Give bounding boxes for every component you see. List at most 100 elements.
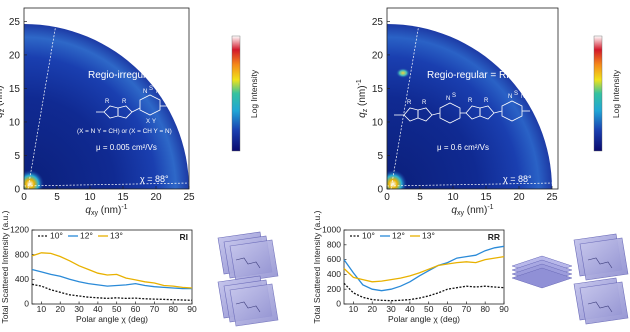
x-tick-label: 25 [546,192,558,203]
y-tick-label: 25 [9,17,21,28]
series-line-13deg [31,252,193,289]
chi-top-rr: χ = 11° [423,12,451,22]
panel-tag-rr: RR [391,12,405,23]
y-tick-label: 0 [14,185,20,196]
x-tick-label: 30 [386,304,396,314]
x-tick-label: 40 [405,304,415,314]
series-line-10deg [31,283,193,301]
svg-text:R: R [484,98,489,104]
chi-bottom-rr: χ = 88° [503,174,532,184]
y-tick-label: 25 [372,17,384,28]
mobility-rr: μ = 0.6 cm²/Vs [437,143,489,152]
y-tick-label: 20 [372,50,384,61]
series-line-13deg [343,255,505,283]
y-tick-label: 10 [9,117,21,128]
y-axis-label: qz (nm)-1 [0,79,6,118]
lamella-schematic-rr [511,233,629,325]
regio-title-ri: Regio-irregular = RI [88,70,176,81]
x-tick-label: 5 [417,192,423,203]
x-tick-label: 10 [349,304,359,314]
origin-spot-rr [387,170,407,189]
y-tick-label: 10 [372,117,384,128]
x-tick-label: 10 [37,304,47,314]
x-tick-label: 50 [112,304,122,314]
x-tick-label: 20 [368,304,378,314]
regio-title-rr: Regio-regular = RR [427,70,513,81]
svg-text:S: S [149,86,153,92]
x-axis-label: qxy (nm)-1 [451,204,493,217]
x-tick-label: 80 [480,304,490,314]
plot-frame-ri [23,7,190,190]
intensity-chart-ri: 10 20 30 40 50 60 70 80 90 0 400 800 1200 10° 12° 13° RI… [0,210,197,324]
axes-rr: 0 5 10 15 20 25 0 5 10 15 20 25 qxy (nm)-1 qz (nm)-1 [356,17,558,217]
legend-label: 13° [110,231,123,241]
x-axis-label: Polar angle χ (deg) [388,314,460,324]
x-tick-label: 50 [424,304,434,314]
legend-label: 12° [80,231,93,241]
panel-tag-ri: RI [29,12,39,23]
scattering-area-ri [24,24,189,189]
y-axis-label: qz (nm)-1 [356,79,369,118]
y-tick-label: 20 [9,50,21,61]
svg-text:N: N [521,94,525,100]
x-tick-label: 70 [462,304,472,314]
svg-text:R: R [422,100,427,106]
mobility-ri: μ = 0.005 cm²/Vs [96,143,157,152]
svg-text:R: R [105,99,110,105]
y-tick-label: 0 [377,185,383,196]
y-tick-label: 1000 [322,225,341,235]
x-tick-label: 10 [84,192,96,203]
x-tick-label: 20 [56,304,66,314]
series-line-10deg [343,282,505,302]
legend-label: 12° [392,231,405,241]
legend-label: 13° [422,231,435,241]
colorbar-rr [593,35,603,152]
y-tick-label: 15 [372,84,384,95]
substituent-note-ri: (X = N Y = CH) or (X = CH Y = N) [77,128,172,135]
x-tick-label: 90 [187,304,197,314]
colorbar-label-rr: Log Intensity [611,69,621,118]
axes-ri: 0 5 10 15 20 25 0 5 10 15 20 25 qxy (nm)-1 qz (nm)-1 [0,17,195,217]
colorbar-ri [231,35,241,152]
scattering-area-rr [387,24,552,189]
chart-tag: RI [180,232,189,242]
series-line-12deg [31,268,192,290]
origin-spot-ri [24,170,44,189]
svg-text:R: R [468,98,473,104]
colorbar-label-ri: Log Intensity [249,69,259,118]
svg-text:N: N [508,94,512,100]
y-tick-label: 800 [15,249,29,259]
svg-text:X: X [146,119,150,125]
y-tick-label: 1200 [10,225,29,235]
y-tick-label: 200 [327,284,341,294]
diffraction-spot-rr [396,68,410,78]
svg-text:S: S [514,91,518,97]
x-tick-label: 15 [117,192,129,203]
chi-bottom-ri: χ = 88° [140,174,169,184]
svg-text:N: N [446,96,450,102]
plot-frame-rr [386,7,559,190]
x-axis-label: Polar angle χ (deg) [76,314,148,324]
x-tick-label: 60 [443,304,453,314]
chi-top-ri: χ = 11° [60,12,88,22]
y-tick-label: 5 [377,151,383,162]
y-tick-label: 800 [327,239,341,249]
svg-text:Y: Y [152,119,156,125]
svg-text:N: N [143,89,147,95]
lamella-schematic-ri [217,231,279,327]
x-tick-label: 60 [131,304,141,314]
y-tick-label: 5 [14,151,20,162]
legend-label: 10° [50,231,63,241]
y-tick-label: 400 [15,274,29,284]
x-tick-label: 20 [150,192,162,203]
x-axis-label: qxy (nm)-1 [85,204,127,217]
x-tick-label: 40 [93,304,103,314]
x-tick-label: 20 [513,192,525,203]
series-line-12deg [343,245,505,292]
y-tick-label: 400 [327,269,341,279]
y-axis-label: Total Scattered Intensity (a.u.) [312,210,322,323]
